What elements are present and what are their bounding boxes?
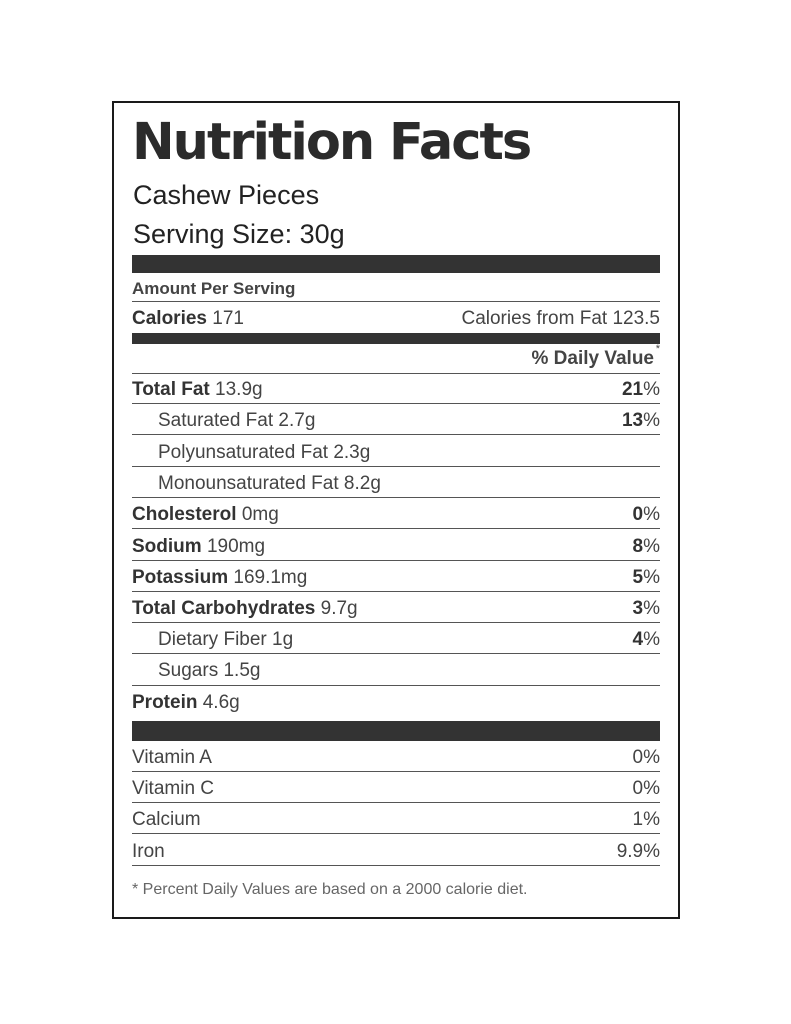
nutrient-amount: 190mg: [206, 536, 266, 557]
nutrient-dv: 5: [632, 567, 644, 588]
thick-divider: [132, 255, 660, 273]
divider: [132, 466, 660, 467]
thick-divider: [132, 721, 660, 741]
vitamin-label: Calcium: [132, 809, 201, 830]
divider: [132, 301, 660, 302]
nutrient-amount: 169.1mg: [233, 567, 308, 588]
divider: [132, 434, 660, 435]
nutrient-label: Saturated Fat: [158, 410, 274, 431]
nutrition-facts-label: Nutrition Facts Cashew Pieces Serving Si…: [112, 101, 680, 919]
nutrient-label: Potassium: [132, 567, 229, 588]
nutrient-label: Polyunsaturated Fat: [158, 442, 329, 463]
nutrient-dv: 13: [621, 410, 644, 431]
nutrient-label: Total Carbohydrates: [132, 598, 316, 619]
nutrient-dv-percent: %: [643, 598, 660, 619]
divider: [132, 528, 660, 529]
nutrient-dv-percent: %: [643, 567, 660, 588]
calories-label: Calories: [132, 308, 207, 329]
nutrient-label: Dietary Fiber: [158, 629, 267, 650]
nutrient-label: Cholesterol: [132, 504, 237, 525]
divider: [132, 865, 660, 866]
nutrient-dv-percent: %: [643, 629, 660, 650]
daily-value-asterisk: *: [655, 343, 660, 355]
divider: [132, 403, 660, 404]
calories-value: 171: [212, 308, 244, 329]
nutrient-dv: 21: [621, 379, 644, 400]
nutrient-amount: 13.9g: [215, 379, 263, 400]
nutrient-dv: 0: [632, 504, 644, 525]
label-content: Nutrition Facts Cashew Pieces Serving Si…: [132, 103, 660, 917]
divider: [132, 622, 660, 623]
nutrient-dv: 4: [632, 629, 644, 650]
daily-value-header: % Daily Value: [531, 348, 654, 369]
divider: [132, 802, 660, 803]
nutrient-label: Sugars: [158, 660, 219, 681]
nutrient-dv-percent: %: [643, 410, 660, 431]
nutrient-dv-percent: %: [643, 379, 660, 400]
divider: [132, 373, 660, 374]
amount-per-serving: Amount Per Serving: [132, 279, 296, 298]
nutrient-amount: 9.7g: [320, 598, 358, 619]
nutrient-amount: 0mg: [241, 504, 279, 525]
divider: [132, 833, 660, 834]
vitamin-label: Iron: [132, 841, 165, 862]
label-title: Nutrition Facts: [132, 113, 532, 172]
divider: [132, 653, 660, 654]
nutrient-label: Total Fat: [132, 379, 210, 400]
nutrient-amount: 1.5g: [223, 660, 261, 681]
product-name: Cashew Pieces: [133, 180, 320, 210]
vitamin-value: 1%: [632, 809, 660, 830]
nutrient-dv-percent: %: [643, 536, 660, 557]
nutrient-amount: 2.7g: [278, 410, 316, 431]
calories-from-fat: Calories from Fat 123.5: [461, 308, 660, 329]
vitamin-value: 0%: [632, 747, 660, 768]
nutrient-amount: 2.3g: [333, 442, 371, 463]
nutrient-dv-percent: %: [643, 504, 660, 525]
nutrient-amount: 1g: [272, 629, 294, 650]
divider: [132, 497, 660, 498]
serving-size: Serving Size: 30g: [133, 219, 345, 249]
divider: [132, 591, 660, 592]
nutrient-label: Sodium: [132, 536, 202, 557]
vitamin-label: Vitamin C: [132, 778, 215, 799]
divider: [132, 771, 660, 772]
divider: [132, 560, 660, 561]
nutrient-dv: 3: [632, 598, 644, 619]
vitamin-label: Vitamin A: [132, 747, 212, 768]
medium-divider: [132, 333, 660, 344]
nutrient-label: Protein: [132, 692, 198, 713]
nutrient-amount: 8.2g: [343, 473, 381, 494]
vitamin-value: 9.9%: [616, 841, 660, 862]
footnote: * Percent Daily Values are based on a 20…: [132, 881, 528, 898]
vitamin-value: 0%: [632, 778, 660, 799]
nutrient-label: Monounsaturated Fat: [158, 473, 339, 494]
nutrient-dv: 8: [632, 536, 644, 557]
divider: [132, 685, 660, 686]
nutrient-amount: 4.6g: [202, 692, 240, 713]
